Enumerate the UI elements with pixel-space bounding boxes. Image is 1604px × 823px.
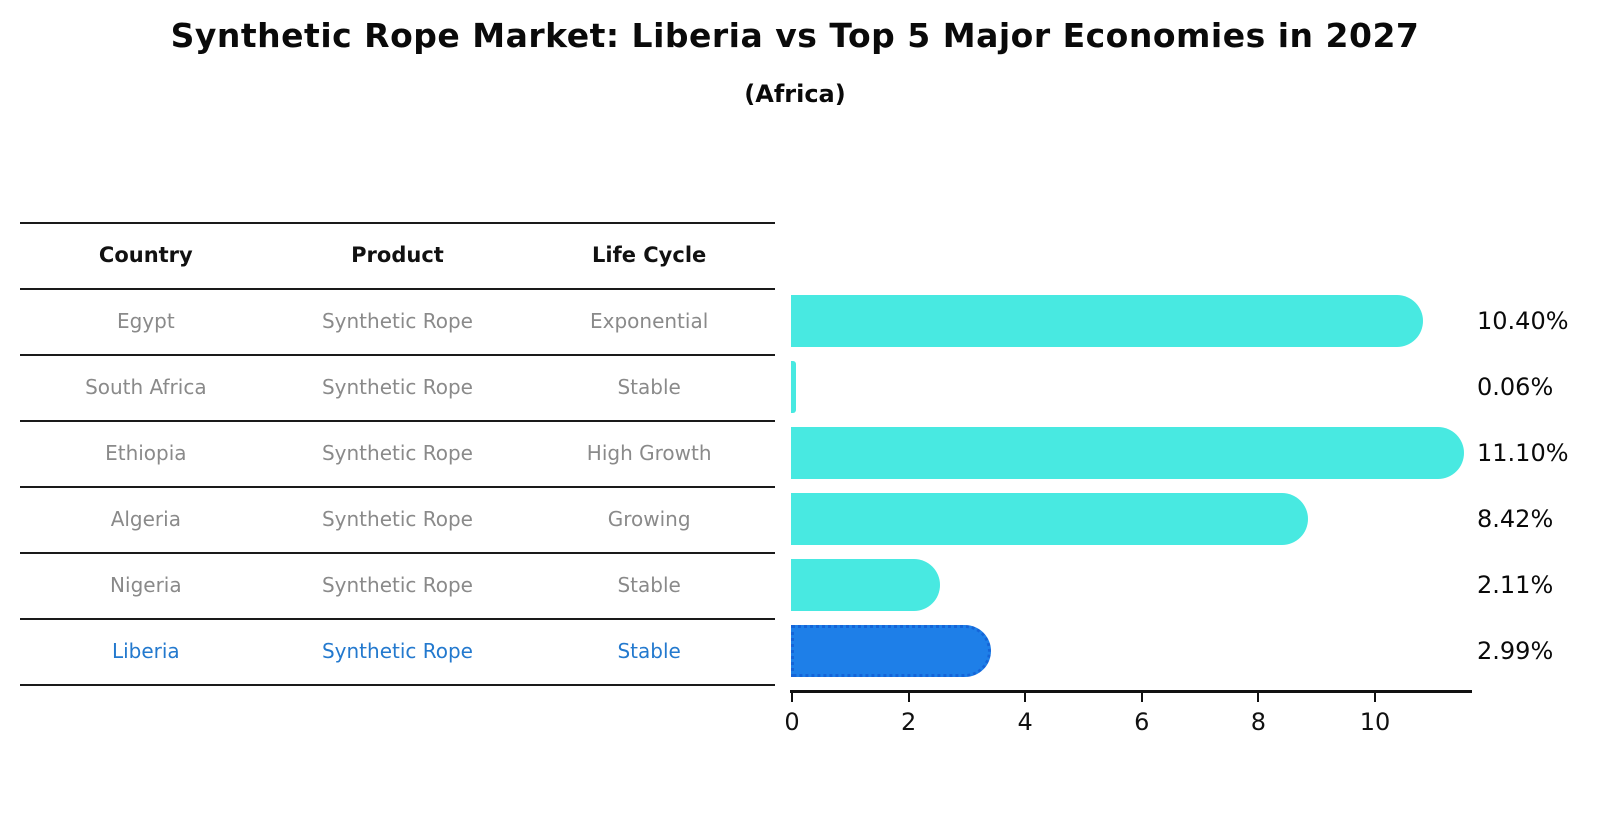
table-line-2 [20,354,775,356]
table-header-row: Country Product Life Cycle [20,222,775,288]
table-line-3 [20,420,775,422]
table-line-7 [20,684,775,686]
cell-life-cycle: Exponential [590,309,709,333]
column-header-country: Country [98,243,193,267]
cell-country: South Africa [85,375,207,399]
cell-country: Nigeria [110,573,182,597]
value-label-south-africa: 0.06% [1477,373,1554,401]
cell-life-cycle: Growing [607,507,691,531]
cell-country: Ethiopia [105,441,187,465]
cell-country: Egypt [116,309,175,333]
x-tick-6 [1140,693,1143,702]
cell-country: Liberia [111,639,180,663]
table-line-4 [20,486,775,488]
x-tick-4 [1024,693,1027,702]
column-header-product: Product [351,243,444,267]
cell-product: Synthetic Rope [321,507,473,531]
cell-product: Synthetic Rope [321,639,473,663]
x-tick-label-2: 2 [900,708,917,736]
value-label-egypt: 10.40% [1477,307,1569,335]
chart-subtitle: (Africa) [744,80,846,108]
x-axis-line [790,690,1472,693]
bar-ethiopia [791,427,1465,479]
bar-algeria [791,493,1308,545]
table-row-algeria: Algeria Synthetic Rope Growing [20,486,775,552]
x-tick-label-0: 0 [784,708,800,736]
cell-life-cycle: Stable [617,375,681,399]
x-tick-0 [791,693,793,702]
cell-life-cycle: High Growth [586,441,712,465]
table-line-0 [20,222,775,224]
x-tick-8 [1257,693,1260,702]
bar-liberia [791,625,992,677]
table-row-egypt: Egypt Synthetic Rope Exponential [20,288,775,354]
bar-nigeria [791,559,940,611]
table-row-nigeria: Nigeria Synthetic Rope Stable [20,552,775,618]
bar-south-africa [791,361,797,413]
chart-title: Synthetic Rope Market: Liberia vs Top 5 … [170,16,1420,55]
x-tick-label-10: 10 [1359,708,1391,736]
cell-product: Synthetic Rope [321,573,473,597]
table-row-liberia: Liberia Synthetic Rope Stable [20,618,775,684]
table-line-6 [20,618,775,620]
value-label-nigeria: 2.11% [1477,571,1554,599]
table-row-south-africa: South Africa Synthetic Rope Stable [20,354,775,420]
value-label-ethiopia: 11.10% [1477,439,1569,467]
value-label-liberia: 2.99% [1477,637,1554,665]
x-tick-2 [907,693,910,702]
column-header-life-cycle: Life Cycle [592,243,707,267]
x-tick-label-8: 8 [1250,708,1267,736]
table-line-1 [20,288,775,290]
value-label-algeria: 8.42% [1477,505,1554,533]
cell-life-cycle: Stable [617,573,681,597]
x-tick-label-6: 6 [1134,708,1150,736]
cell-country: Algeria [110,507,181,531]
bar-egypt [791,295,1424,347]
x-tick-label-4: 4 [1017,708,1033,736]
cell-product: Synthetic Rope [321,441,473,465]
cell-product: Synthetic Rope [321,309,473,333]
x-tick-10 [1374,693,1376,702]
cell-life-cycle: Stable [617,639,681,663]
table-line-5 [20,552,775,554]
cell-product: Synthetic Rope [321,375,473,399]
table-row-ethiopia: Ethiopia Synthetic Rope High Growth [20,420,775,486]
